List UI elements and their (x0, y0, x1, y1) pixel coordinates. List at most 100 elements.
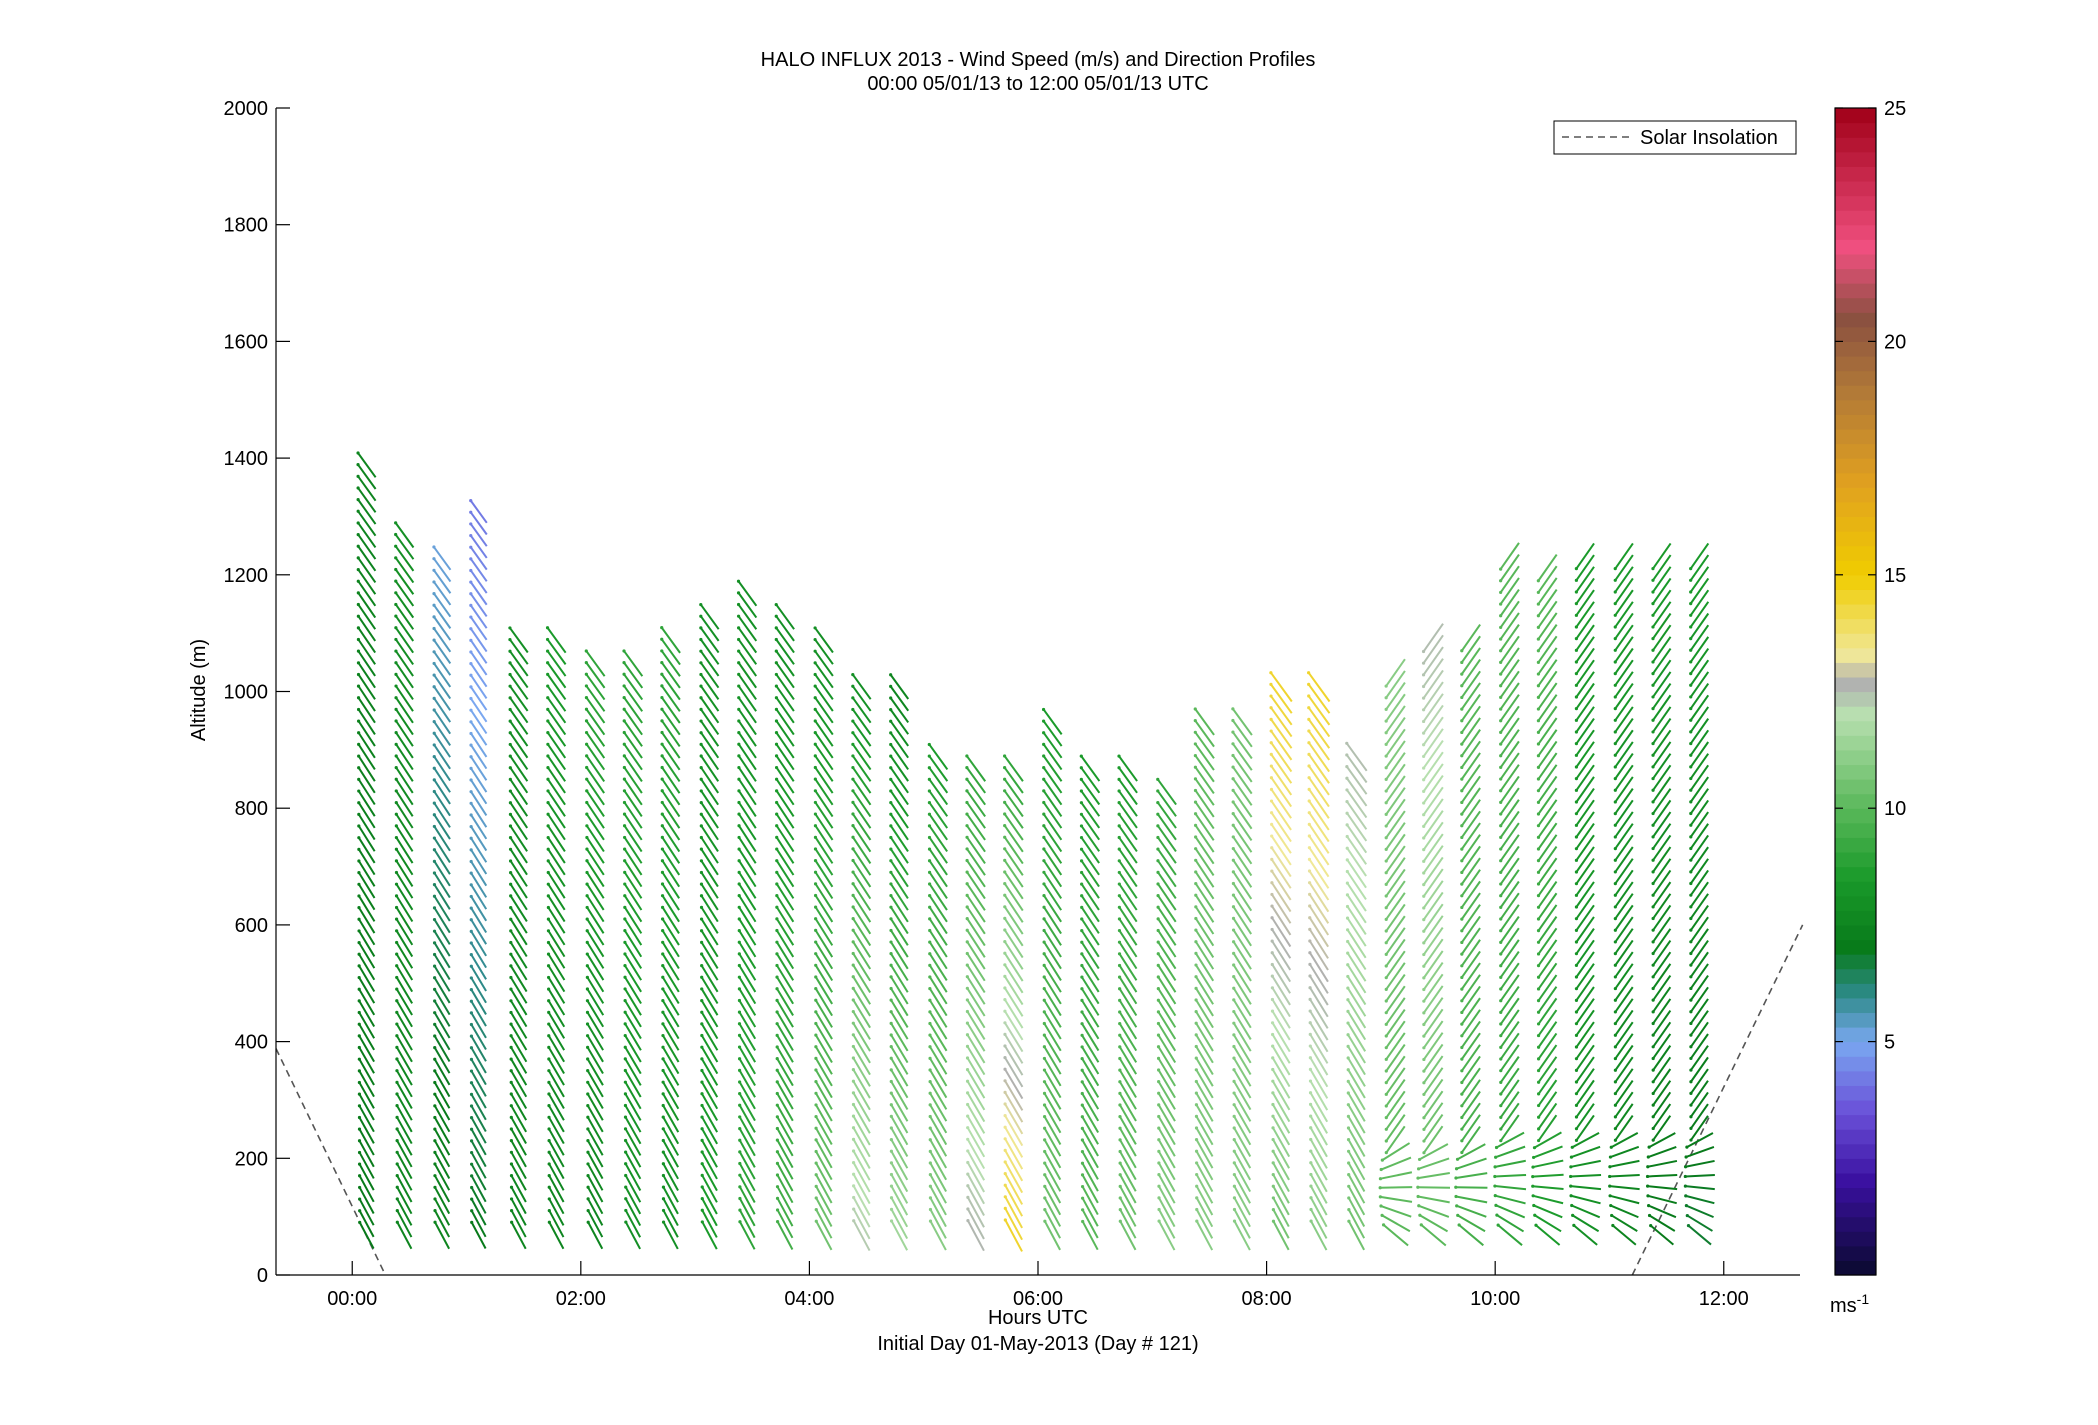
wind-barb (1652, 624, 1672, 651)
wind-barb (358, 977, 376, 1004)
wind-barb (661, 825, 681, 853)
wind-barb (1575, 647, 1595, 675)
wind-barb (1689, 566, 1710, 593)
wind-barb (1346, 847, 1367, 877)
wind-barb-dot (508, 626, 512, 630)
wind-barb (1232, 754, 1253, 783)
wind-barb-dot (775, 1033, 779, 1037)
wind-barb-dot (700, 1173, 704, 1177)
wind-barb (814, 662, 834, 689)
wind-barb (1346, 905, 1367, 936)
wind-barb (890, 836, 909, 864)
wind-barb-dot (1080, 1196, 1085, 1200)
wind-barb-dot (1608, 1165, 1612, 1169)
wind-barb-dot (356, 602, 360, 607)
wind-barb (1614, 1056, 1634, 1083)
wind-barb (890, 1173, 909, 1204)
wind-barb (890, 953, 909, 982)
wind-barb-dot (395, 940, 399, 945)
wind-barb-dot (1232, 1207, 1237, 1212)
wind-barb (814, 918, 834, 946)
wind-barb (1422, 798, 1444, 827)
wind-barb (700, 953, 719, 981)
wind-barb (585, 743, 606, 771)
wind-barb (1652, 554, 1672, 581)
wind-barb (1043, 906, 1062, 935)
wind-barb-dot (1156, 928, 1160, 933)
wind-barb-dot (1231, 800, 1235, 804)
wind-barb (814, 941, 834, 970)
wind-barb (1309, 1080, 1329, 1111)
wind-barb (1499, 694, 1520, 722)
wind-barb (1575, 1033, 1595, 1060)
wind-barb (929, 1069, 948, 1099)
wind-barb-dot (469, 1092, 474, 1096)
wind-barb (433, 709, 452, 735)
wind-barb (1537, 962, 1558, 990)
wind-barb-dot (852, 1184, 856, 1188)
wind-barb (1652, 694, 1672, 721)
wind-barb-dot (1308, 939, 1312, 943)
wind-barb-dot (1194, 881, 1198, 886)
wind-barb-dot (813, 847, 818, 851)
wind-barb (1537, 939, 1558, 967)
wind-barb-dot (1536, 614, 1540, 618)
wind-barb (661, 673, 681, 701)
wind-barb (1423, 1043, 1444, 1072)
wind-barb (1690, 928, 1709, 955)
wind-barb (1420, 1224, 1447, 1247)
wind-barb (852, 929, 872, 958)
wind-barb-dot (1422, 1081, 1426, 1085)
wind-barb (890, 1069, 909, 1099)
wind-barb (470, 697, 488, 723)
wind-barb (1347, 1069, 1366, 1099)
wind-barb (738, 895, 757, 923)
wind-barb-dot (699, 847, 703, 851)
wind-barb-dot (1613, 940, 1617, 944)
wind-barb-dot (660, 637, 664, 641)
wind-barb-dot (547, 987, 551, 991)
wind-barb-dot (395, 1127, 399, 1131)
wind-barb (357, 755, 376, 782)
wind-barb (623, 720, 643, 747)
wind-barb (470, 837, 488, 863)
wind-barb-dot (1079, 801, 1084, 805)
wind-barb-dot (1232, 1044, 1236, 1049)
wind-barb (1118, 790, 1138, 817)
wind-barb (510, 1221, 527, 1250)
wind-barb-dot (357, 847, 361, 851)
wind-barb (470, 849, 488, 875)
wind-barb (1686, 1132, 1714, 1149)
wind-barb-dot (1232, 1196, 1237, 1200)
wind-barb-dot (1536, 602, 1540, 606)
wind-profile-27 (1378, 658, 1413, 1247)
wind-barb (1422, 938, 1444, 967)
wind-barb (586, 1046, 604, 1075)
wind-barb (1422, 658, 1444, 688)
wind-barb (700, 1000, 719, 1028)
wind-barb-dot (508, 707, 512, 712)
wind-barb-dot (1646, 1165, 1650, 1169)
wind-barb-dot (1309, 1184, 1313, 1188)
wind-barb (1652, 963, 1672, 990)
wind-barb-dot (1651, 741, 1655, 746)
wind-barb-dot (357, 987, 361, 991)
wind-barb (469, 546, 488, 571)
wind-barb-dot (1683, 1174, 1687, 1179)
wind-barb (701, 1058, 719, 1086)
y-tick-label: 800 (235, 798, 268, 820)
wind-barb-dot (1613, 1033, 1617, 1037)
wind-barb (433, 907, 451, 934)
wind-barb (1496, 1214, 1525, 1233)
wind-barb (1614, 823, 1634, 850)
wind-barb-dot (509, 1057, 513, 1061)
wind-barb (928, 871, 948, 899)
wind-barb-dot (1574, 1022, 1579, 1026)
wind-barb (433, 558, 452, 583)
wind-barb (776, 1127, 794, 1157)
wind-barb (1537, 916, 1558, 943)
wind-barb-dot (1003, 882, 1007, 886)
wind-barb-dot (1346, 951, 1350, 955)
wind-barb (1004, 999, 1024, 1029)
wind-barb (547, 825, 566, 852)
